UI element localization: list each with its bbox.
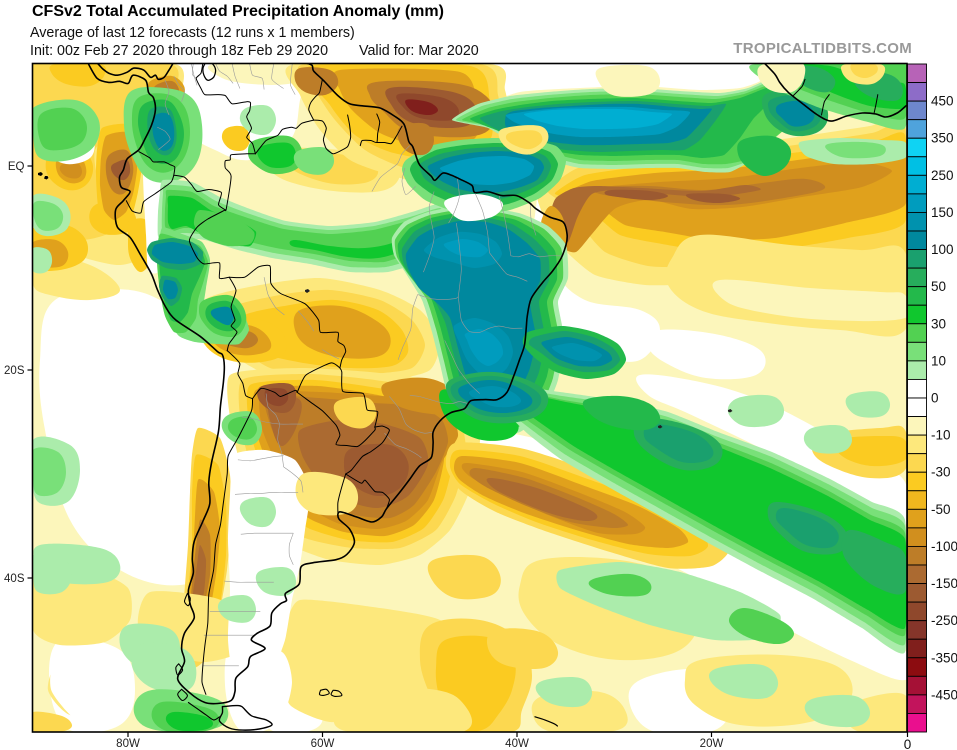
svg-text:40W: 40W bbox=[505, 738, 529, 750]
svg-text:20S: 20S bbox=[4, 365, 25, 377]
svg-text:0: 0 bbox=[904, 737, 912, 750]
svg-text:250: 250 bbox=[931, 168, 954, 183]
svg-text:80W: 80W bbox=[116, 738, 140, 750]
svg-text:EQ: EQ bbox=[8, 161, 25, 173]
svg-text:40S: 40S bbox=[4, 573, 25, 585]
svg-text:-250: -250 bbox=[931, 613, 957, 628]
svg-text:-30: -30 bbox=[931, 465, 951, 480]
svg-text:-10: -10 bbox=[931, 428, 951, 443]
svg-text:150: 150 bbox=[931, 205, 954, 220]
svg-text:-450: -450 bbox=[931, 687, 957, 702]
svg-text:100: 100 bbox=[931, 242, 954, 257]
svg-text:50: 50 bbox=[931, 279, 946, 294]
svg-text:0: 0 bbox=[931, 391, 939, 406]
svg-text:-150: -150 bbox=[931, 576, 957, 591]
svg-text:350: 350 bbox=[931, 131, 954, 146]
svg-text:-50: -50 bbox=[931, 502, 951, 517]
svg-text:20W: 20W bbox=[700, 738, 724, 750]
svg-text:10: 10 bbox=[931, 353, 946, 368]
svg-text:30: 30 bbox=[931, 316, 946, 331]
svg-text:-100: -100 bbox=[931, 539, 957, 554]
svg-text:450: 450 bbox=[931, 94, 954, 109]
svg-text:-350: -350 bbox=[931, 650, 957, 665]
svg-text:60W: 60W bbox=[311, 738, 335, 750]
